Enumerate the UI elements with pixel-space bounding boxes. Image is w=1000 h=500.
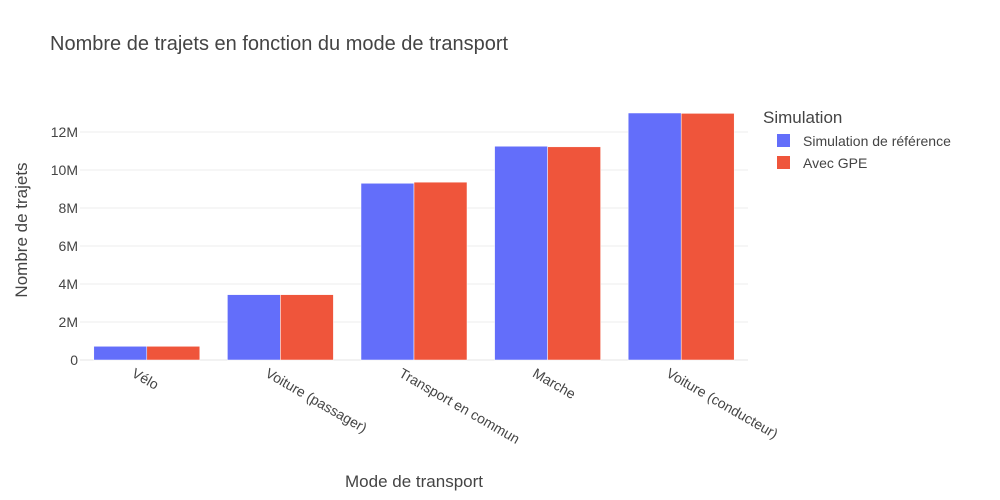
chart-title: Nombre de trajets en fonction du mode de… (50, 33, 508, 55)
bars (93, 112, 735, 361)
legend-label: Avec GPE (803, 155, 867, 171)
y-tick-label: 2M (59, 314, 78, 330)
bar-avec-gpe (413, 181, 468, 361)
y-tick-label: 4M (59, 276, 78, 292)
bar-avec-gpe (146, 346, 201, 361)
bar-simulation-reference (227, 294, 281, 361)
bar-simulation-reference (93, 346, 148, 361)
y-tick-label: 10M (51, 162, 78, 178)
bar-avec-gpe (280, 294, 334, 361)
bar-avec-gpe (680, 113, 735, 361)
legend-label: Simulation de référence (803, 133, 951, 149)
bar-simulation-reference (627, 112, 682, 361)
y-tick-label: 12M (51, 124, 78, 140)
x-axis-ticks: Vélo Voiture (passager) Transport en commu… (129, 365, 781, 447)
y-tick-label: 0 (70, 352, 78, 368)
bar-avec-gpe (547, 146, 601, 361)
y-axis-title: Nombre de trajets (12, 162, 31, 297)
y-tick-label: 8M (59, 200, 78, 216)
legend-swatch (777, 156, 790, 169)
x-tick-label: Transport en commun (397, 365, 523, 447)
bar-simulation-reference (494, 146, 548, 361)
y-axis-ticks: 0 2M 4M 6M 8M 10M 12M (51, 124, 78, 368)
x-tick-label: Vélo (129, 365, 161, 393)
legend-swatch (777, 134, 790, 147)
x-tick-label: Voiture (passager) (263, 365, 370, 436)
x-tick-label: Marche (530, 365, 579, 402)
y-tick-label: 6M (59, 238, 78, 254)
bar-simulation-reference (360, 183, 415, 361)
legend: Simulation Simulation de référence Avec G… (763, 108, 951, 171)
x-tick-label: Voiture (conducteur) (664, 365, 781, 442)
x-axis-title: Mode de transport (345, 472, 483, 491)
legend-title: Simulation (763, 108, 842, 127)
